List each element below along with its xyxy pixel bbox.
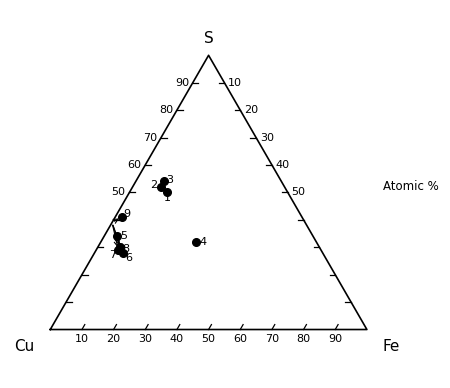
Text: 2: 2 [151, 180, 157, 191]
Text: 80: 80 [159, 105, 173, 115]
Text: 5: 5 [120, 231, 127, 241]
Text: 20: 20 [107, 334, 121, 344]
Text: Fe: Fe [383, 339, 400, 354]
Text: 50: 50 [112, 187, 126, 197]
Text: 9: 9 [123, 209, 130, 219]
Text: 4: 4 [199, 237, 207, 247]
Text: Cu: Cu [14, 339, 35, 354]
Text: 50: 50 [202, 334, 216, 344]
Text: 3: 3 [166, 175, 173, 185]
Text: 30: 30 [138, 334, 152, 344]
Text: 10: 10 [75, 334, 89, 344]
Text: 6: 6 [125, 253, 132, 263]
Text: 60: 60 [127, 160, 141, 170]
Text: 1: 1 [164, 193, 171, 203]
Text: 40: 40 [276, 160, 290, 170]
Text: 70: 70 [143, 133, 157, 142]
Text: 7: 7 [109, 250, 116, 260]
Text: 60: 60 [233, 334, 247, 344]
Text: 70: 70 [265, 334, 279, 344]
Text: 90: 90 [328, 334, 342, 344]
Text: 50: 50 [292, 187, 306, 197]
Text: 80: 80 [297, 334, 310, 344]
Text: Atomic %: Atomic % [383, 180, 438, 194]
Text: 90: 90 [175, 78, 189, 88]
Text: 40: 40 [170, 334, 184, 344]
Text: 8: 8 [122, 244, 129, 254]
Text: 10: 10 [228, 78, 242, 88]
Text: 20: 20 [244, 105, 258, 115]
Text: 30: 30 [260, 133, 274, 142]
Text: S: S [204, 31, 213, 46]
